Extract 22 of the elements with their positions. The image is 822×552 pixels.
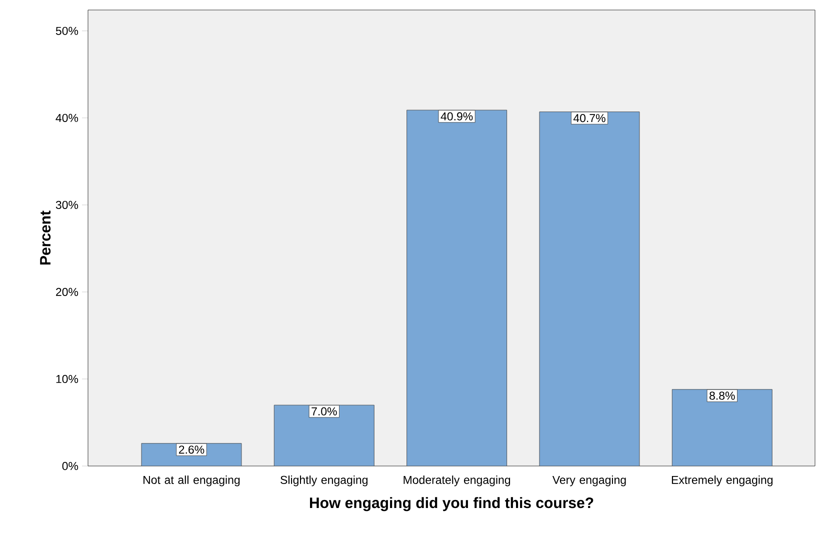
x-tick-label: Moderately engaging bbox=[404, 476, 510, 486]
y-tick-label: 40% bbox=[56, 114, 78, 122]
y-tick-label: 0% bbox=[62, 462, 78, 470]
data-label: 7.0% bbox=[312, 407, 337, 416]
data-label: 40.7% bbox=[573, 114, 606, 122]
x-tick-label: Very engaging bbox=[552, 476, 626, 486]
x-tick-label: Extremely engaging bbox=[672, 476, 773, 486]
data-label: 2.6% bbox=[178, 446, 204, 454]
data-label: 8.8% bbox=[710, 392, 735, 400]
y-tick-label: 10% bbox=[56, 374, 78, 384]
data-label: 40.9% bbox=[440, 112, 473, 120]
bar bbox=[672, 389, 772, 466]
x-tick-label: Slightly engaging bbox=[280, 476, 368, 486]
y-tick-label: 30% bbox=[56, 200, 78, 209]
y-tick-label: 50% bbox=[56, 26, 78, 35]
y-tick-label: 20% bbox=[56, 288, 78, 296]
bar bbox=[406, 110, 508, 466]
x-axis-title: How engaging did you find this course? bbox=[310, 497, 594, 512]
x-tick-label: Not at all engaging bbox=[144, 476, 240, 486]
bar bbox=[539, 112, 640, 466]
bar bbox=[274, 404, 374, 466]
y-axis-title: Percent bbox=[40, 210, 51, 265]
